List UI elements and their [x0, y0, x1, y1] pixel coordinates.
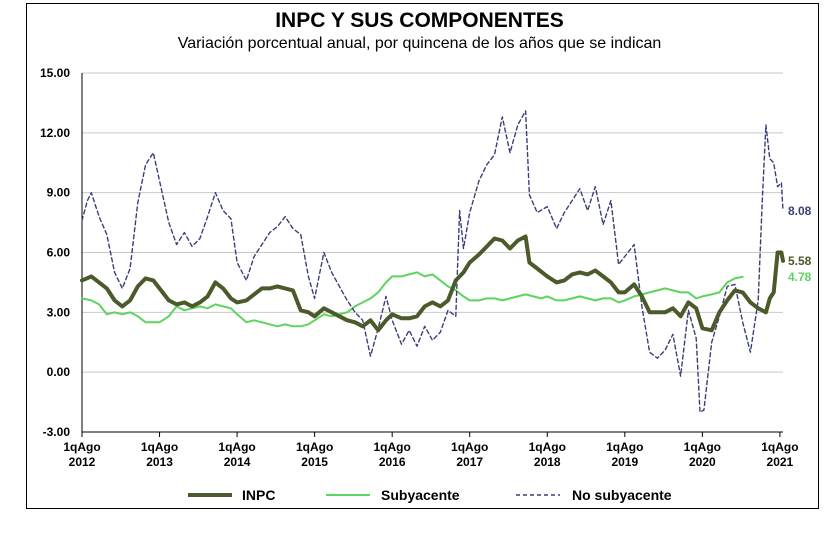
- chart-subtitle: Variación porcentual anual, por quincena…: [177, 35, 662, 52]
- x-tick-year: 2021: [767, 455, 794, 469]
- x-tick-year: 2015: [301, 455, 328, 469]
- y-tick-label: 9.00: [47, 186, 71, 200]
- y-tick-label: 15.00: [40, 66, 70, 80]
- x-tick-year: 2012: [69, 455, 96, 469]
- x-tick-label: 1qAgo: [606, 440, 643, 454]
- x-tick-label: 1qAgo: [684, 440, 721, 454]
- x-tick-label: 1qAgo: [529, 440, 566, 454]
- x-tick-label: 1qAgo: [63, 440, 100, 454]
- y-tick-label: 3.00: [47, 305, 71, 319]
- series-line-no-subyacente: [81, 110, 784, 413]
- x-tick-year: 2013: [146, 455, 173, 469]
- x-tick-year: 2017: [456, 455, 483, 469]
- series-line-inpc: [80, 234, 785, 333]
- series-line-subyacente: [81, 271, 744, 328]
- x-tick-label: 1qAgo: [374, 440, 411, 454]
- x-tick-label: 1qAgo: [141, 440, 178, 454]
- x-tick-year: 2014: [224, 455, 251, 469]
- x-tick-label: 1qAgo: [761, 440, 798, 454]
- x-tick-year: 2016: [379, 455, 406, 469]
- end-value-label: 4.78: [788, 270, 812, 284]
- y-tick-label: 0.00: [47, 365, 71, 379]
- chart-title: INPC Y SUS COMPONENTES: [275, 9, 564, 32]
- legend-label: INPC: [242, 487, 275, 503]
- y-tick-label: 12.00: [40, 126, 70, 140]
- end-value-label: 8.08: [788, 204, 812, 218]
- x-tick-label: 1qAgo: [451, 440, 488, 454]
- x-tick-label: 1qAgo: [218, 440, 255, 454]
- chart-frame: [26, 3, 819, 509]
- end-value-label: 5.58: [788, 254, 812, 268]
- x-tick-label: 1qAgo: [296, 440, 333, 454]
- x-tick-year: 2018: [534, 455, 561, 469]
- legend-label: No subyacente: [572, 487, 672, 503]
- y-tick-label: -3.00: [43, 425, 71, 439]
- y-tick-label: 6.00: [47, 246, 71, 260]
- legend-label: Subyacente: [381, 487, 460, 503]
- x-tick-year: 2019: [611, 455, 638, 469]
- x-tick-year: 2020: [689, 455, 716, 469]
